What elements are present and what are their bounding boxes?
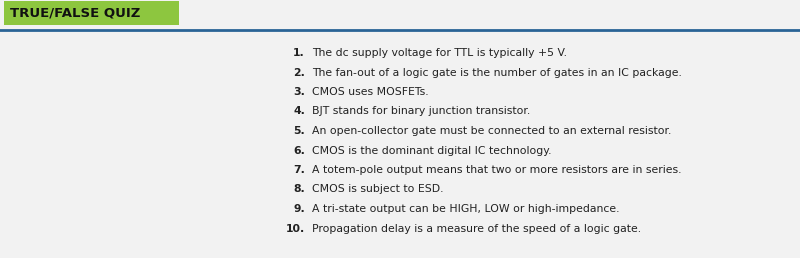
Text: 5.: 5. (294, 126, 305, 136)
Text: Propagation delay is a measure of the speed of a logic gate.: Propagation delay is a measure of the sp… (312, 223, 641, 233)
Text: The dc supply voltage for TTL is typically +5 V.: The dc supply voltage for TTL is typical… (312, 48, 567, 58)
Text: 9.: 9. (294, 204, 305, 214)
Text: An open-collector gate must be connected to an external resistor.: An open-collector gate must be connected… (312, 126, 671, 136)
Text: 1.: 1. (294, 48, 305, 58)
Text: 10.: 10. (286, 223, 305, 233)
Text: 4.: 4. (293, 107, 305, 117)
Text: 8.: 8. (294, 184, 305, 195)
Text: 3.: 3. (293, 87, 305, 97)
Text: 6.: 6. (293, 146, 305, 156)
Text: A tri-state output can be HIGH, LOW or high-impedance.: A tri-state output can be HIGH, LOW or h… (312, 204, 619, 214)
Text: 2.: 2. (293, 68, 305, 77)
Text: BJT stands for binary junction transistor.: BJT stands for binary junction transisto… (312, 107, 530, 117)
Text: CMOS is subject to ESD.: CMOS is subject to ESD. (312, 184, 443, 195)
Text: CMOS uses MOSFETs.: CMOS uses MOSFETs. (312, 87, 429, 97)
Text: TRUE/FALSE QUIZ: TRUE/FALSE QUIZ (10, 6, 140, 20)
Text: A totem-pole output means that two or more resistors are in series.: A totem-pole output means that two or mo… (312, 165, 682, 175)
Text: 7.: 7. (293, 165, 305, 175)
Bar (4, 1, 179, 25)
Text: CMOS is the dominant digital IC technology.: CMOS is the dominant digital IC technolo… (312, 146, 551, 156)
Text: The fan-out of a logic gate is the number of gates in an IC package.: The fan-out of a logic gate is the numbe… (312, 68, 682, 77)
